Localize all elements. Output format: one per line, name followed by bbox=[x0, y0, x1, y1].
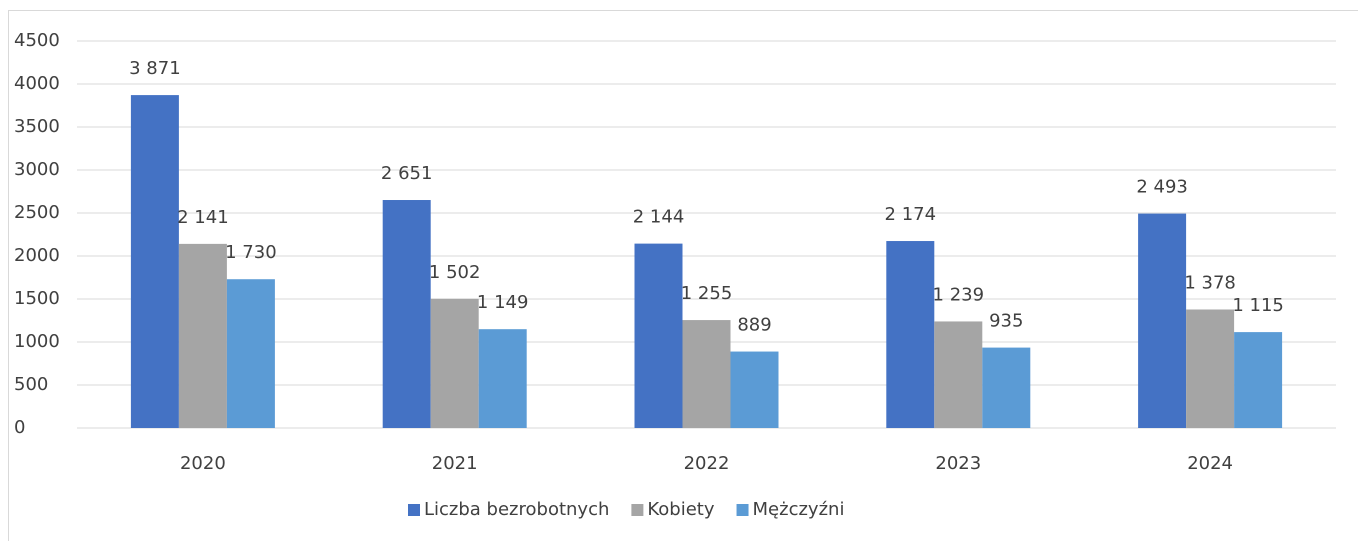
value-label: 3 871 bbox=[129, 58, 181, 79]
y-tick-label: 3000 bbox=[14, 159, 60, 180]
value-label: 889 bbox=[737, 315, 771, 336]
legend-label: Mężczyźni bbox=[753, 499, 845, 520]
bar bbox=[1186, 309, 1235, 428]
y-tick-label: 1000 bbox=[14, 331, 60, 352]
value-label: 1 115 bbox=[1232, 295, 1284, 316]
value-label: 2 651 bbox=[381, 163, 433, 184]
value-label: 1 502 bbox=[429, 262, 481, 283]
legend-swatch bbox=[631, 504, 644, 516]
bar bbox=[730, 351, 779, 428]
bar bbox=[430, 298, 479, 428]
x-tick-label: 2021 bbox=[432, 453, 478, 474]
value-label: 1 255 bbox=[681, 283, 733, 304]
y-tick-label: 0 bbox=[14, 417, 25, 438]
value-label: 1 149 bbox=[477, 292, 529, 313]
x-tick-label: 2023 bbox=[935, 453, 981, 474]
bar bbox=[982, 347, 1031, 428]
y-tick-label: 2000 bbox=[14, 245, 60, 266]
value-label: 2 174 bbox=[885, 204, 937, 225]
value-label: 2 493 bbox=[1136, 177, 1188, 198]
bar bbox=[382, 200, 431, 428]
value-label: 1 730 bbox=[225, 242, 277, 263]
y-tick-label: 3500 bbox=[14, 116, 60, 137]
chart-border bbox=[8, 10, 1358, 541]
value-label: 935 bbox=[989, 311, 1023, 332]
bar bbox=[226, 279, 275, 428]
y-tick-label: 4000 bbox=[14, 73, 60, 94]
legend-label: Kobiety bbox=[647, 499, 714, 520]
y-tick-label: 500 bbox=[14, 374, 48, 395]
value-label: 1 378 bbox=[1184, 272, 1236, 293]
value-label: 2 144 bbox=[633, 207, 685, 228]
legend-label: Liczba bezrobotnych bbox=[424, 499, 609, 520]
legend-swatch bbox=[736, 504, 749, 516]
y-tick-label: 2500 bbox=[14, 202, 60, 223]
legend-swatch bbox=[408, 504, 420, 516]
bar bbox=[634, 243, 683, 428]
x-tick-label: 2024 bbox=[1187, 453, 1233, 474]
x-tick-label: 2020 bbox=[180, 453, 226, 474]
bar bbox=[1234, 332, 1283, 428]
value-label: 2 141 bbox=[177, 207, 229, 228]
y-tick-label: 1500 bbox=[14, 288, 60, 309]
bar bbox=[934, 321, 983, 428]
bar bbox=[886, 241, 935, 428]
bar bbox=[682, 320, 731, 428]
y-tick-label: 4500 bbox=[14, 30, 60, 51]
bar bbox=[478, 329, 527, 428]
value-label: 1 239 bbox=[933, 284, 985, 305]
x-tick-label: 2022 bbox=[684, 453, 730, 474]
bar bbox=[178, 243, 227, 428]
bar bbox=[1138, 213, 1187, 428]
bar bbox=[130, 95, 179, 429]
